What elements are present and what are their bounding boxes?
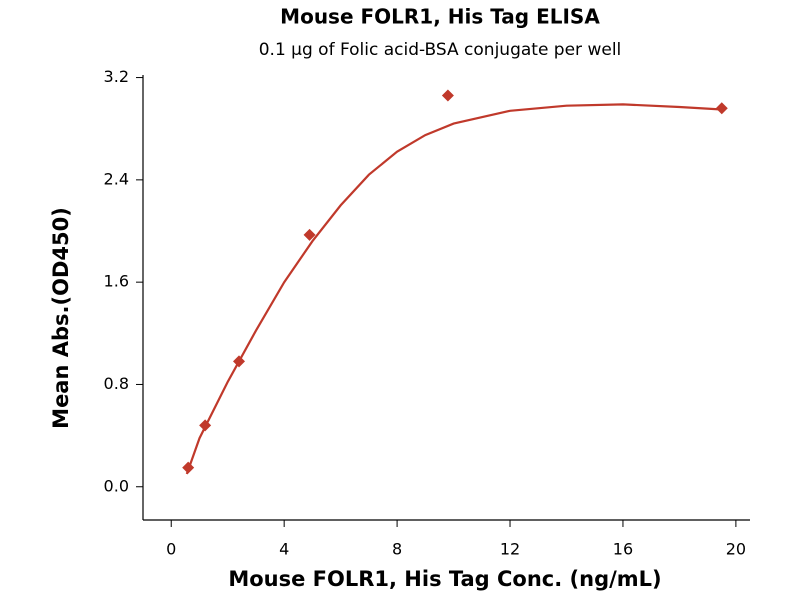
x-tick-label: 20	[726, 540, 746, 559]
y-axis-label: Mean Abs.(OD450)	[49, 207, 73, 429]
x-axis-label: Mouse FOLR1, His Tag Conc. (ng/mL)	[228, 567, 661, 591]
x-tick-label: 12	[500, 540, 520, 559]
data-point	[715, 102, 728, 115]
data-point	[182, 461, 195, 474]
x-tick-label: 16	[613, 540, 633, 559]
fit-curve	[185, 103, 722, 475]
chart-subtitle: 0.1 μg of Folic acid-BSA conjugate per w…	[259, 40, 622, 60]
x-tick-label: 0	[166, 540, 176, 559]
x-tick-label: 8	[392, 540, 402, 559]
data-point	[199, 419, 212, 432]
chart-title: Mouse FOLR1, His Tag ELISA	[280, 5, 600, 29]
data-point	[303, 228, 316, 241]
data-point	[441, 89, 454, 102]
y-tick-label: 1.6	[104, 272, 129, 291]
y-tick-label: 3.2	[104, 67, 129, 86]
y-tick-label: 0.8	[104, 374, 129, 393]
x-tick-label: 4	[279, 540, 289, 559]
data-point	[232, 355, 245, 368]
y-tick-label: 2.4	[104, 169, 129, 188]
y-tick-label: 0.0	[104, 476, 129, 495]
